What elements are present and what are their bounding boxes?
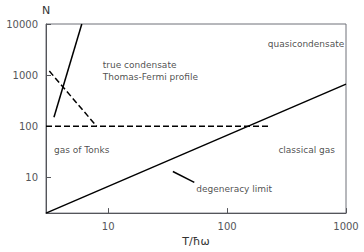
svg-text:1000: 1000 [333, 221, 358, 232]
svg-text:10: 10 [25, 172, 38, 183]
svg-text:100: 100 [19, 121, 38, 132]
svg-text:classical gas: classical gas [278, 145, 335, 155]
svg-text:1000: 1000 [13, 70, 38, 81]
svg-text:true condensate: true condensate [103, 60, 177, 70]
svg-text:quasicondensate: quasicondensate [268, 39, 345, 49]
svg-text:N: N [42, 4, 50, 17]
svg-text:10000: 10000 [6, 19, 38, 30]
svg-text:10: 10 [102, 221, 115, 232]
svg-text:T/ħω: T/ħω [181, 235, 209, 248]
svg-text:100: 100 [218, 221, 237, 232]
svg-text:Thomas-Fermi profile: Thomas-Fermi profile [102, 72, 199, 82]
svg-text:degeneracy limit: degeneracy limit [196, 184, 272, 194]
svg-text:gas of Tonks: gas of Tonks [54, 145, 110, 155]
